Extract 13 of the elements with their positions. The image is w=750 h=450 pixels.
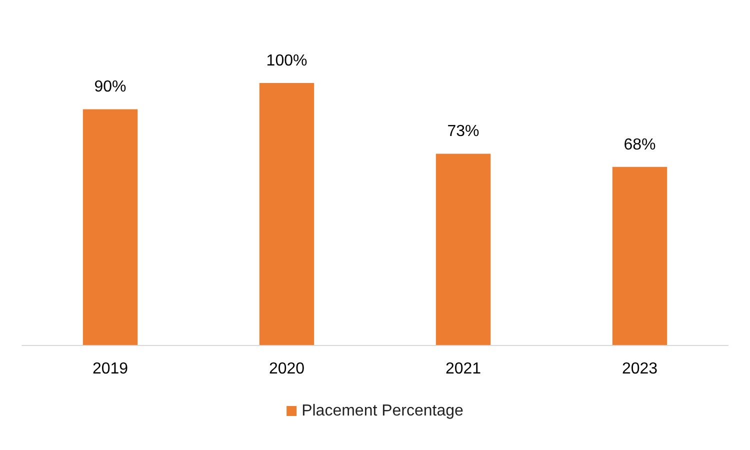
bar <box>82 109 138 345</box>
x-tick-label: 2019 <box>92 360 128 378</box>
data-label: 100% <box>266 52 308 70</box>
bar <box>259 83 314 345</box>
x-tick-label: 2023 <box>622 360 658 378</box>
data-label: 68% <box>624 136 656 154</box>
x-tick-label: 2020 <box>268 360 305 378</box>
data-label: 73% <box>447 123 480 140</box>
x-tick-label: 2021 <box>445 360 482 378</box>
legend-label: Placement Percentage <box>302 402 464 420</box>
bar <box>436 154 491 345</box>
bar <box>612 166 668 345</box>
data-label: 90% <box>94 78 126 96</box>
